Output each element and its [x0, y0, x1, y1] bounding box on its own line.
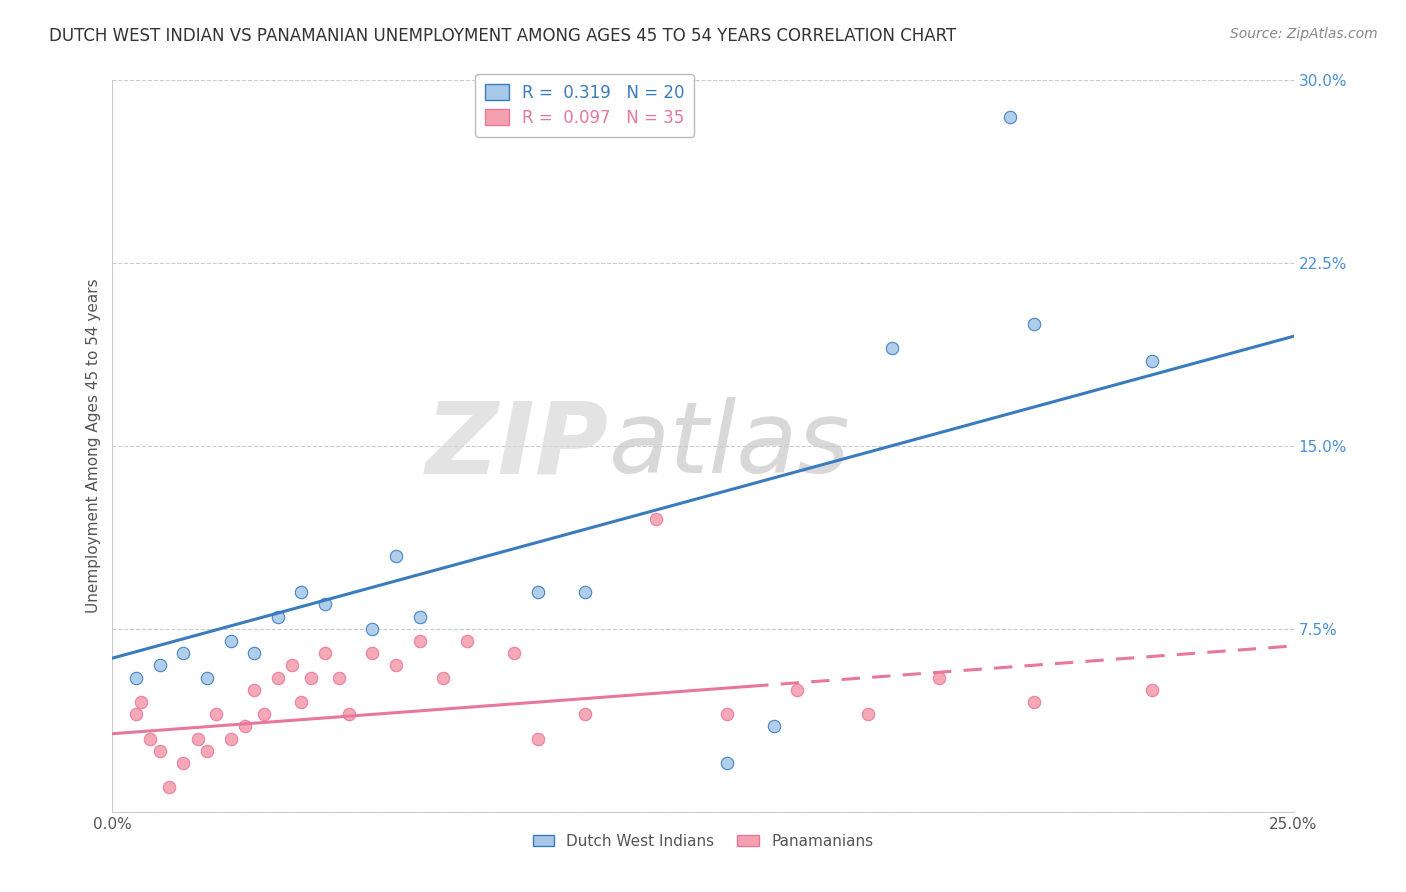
Legend: Dutch West Indians, Panamanians: Dutch West Indians, Panamanians	[527, 828, 879, 855]
Point	[281, 658, 304, 673]
Point	[314, 646, 336, 660]
Point	[267, 609, 290, 624]
Text: atlas: atlas	[609, 398, 851, 494]
Text: DUTCH WEST INDIAN VS PANAMANIAN UNEMPLOYMENT AMONG AGES 45 TO 54 YEARS CORRELATI: DUTCH WEST INDIAN VS PANAMANIAN UNEMPLOY…	[49, 27, 956, 45]
Point	[253, 707, 276, 722]
Point	[172, 756, 194, 770]
Point	[219, 731, 242, 746]
Point	[1140, 353, 1163, 368]
Point	[125, 671, 148, 685]
Point	[314, 598, 336, 612]
Point	[526, 731, 548, 746]
Point	[195, 744, 218, 758]
Y-axis label: Unemployment Among Ages 45 to 54 years: Unemployment Among Ages 45 to 54 years	[86, 278, 101, 614]
Point	[243, 646, 266, 660]
Point	[139, 731, 162, 746]
Point	[186, 731, 208, 746]
Point	[299, 671, 322, 685]
Point	[195, 671, 218, 685]
Point	[928, 671, 950, 685]
Point	[361, 646, 384, 660]
Point	[267, 671, 290, 685]
Point	[1022, 695, 1045, 709]
Point	[328, 671, 350, 685]
Point	[243, 682, 266, 697]
Point	[125, 707, 148, 722]
Point	[786, 682, 808, 697]
Point	[408, 609, 430, 624]
Point	[172, 646, 194, 660]
Point	[361, 622, 384, 636]
Point	[385, 549, 408, 563]
Point	[337, 707, 360, 722]
Point	[290, 695, 312, 709]
Point	[716, 707, 738, 722]
Point	[762, 719, 785, 733]
Point	[432, 671, 454, 685]
Point	[998, 110, 1021, 124]
Point	[456, 634, 478, 648]
Point	[205, 707, 228, 722]
Text: Source: ZipAtlas.com: Source: ZipAtlas.com	[1230, 27, 1378, 41]
Point	[157, 780, 180, 795]
Point	[880, 342, 903, 356]
Point	[574, 585, 596, 599]
Point	[716, 756, 738, 770]
Point	[1140, 682, 1163, 697]
Point	[233, 719, 256, 733]
Point	[408, 634, 430, 648]
Point	[129, 695, 152, 709]
Point	[149, 658, 172, 673]
Point	[503, 646, 526, 660]
Point	[219, 634, 242, 648]
Point	[858, 707, 880, 722]
Point	[526, 585, 548, 599]
Point	[574, 707, 596, 722]
Point	[149, 744, 172, 758]
Text: ZIP: ZIP	[426, 398, 609, 494]
Point	[1022, 317, 1045, 331]
Point	[290, 585, 312, 599]
Point	[385, 658, 408, 673]
Point	[644, 512, 666, 526]
